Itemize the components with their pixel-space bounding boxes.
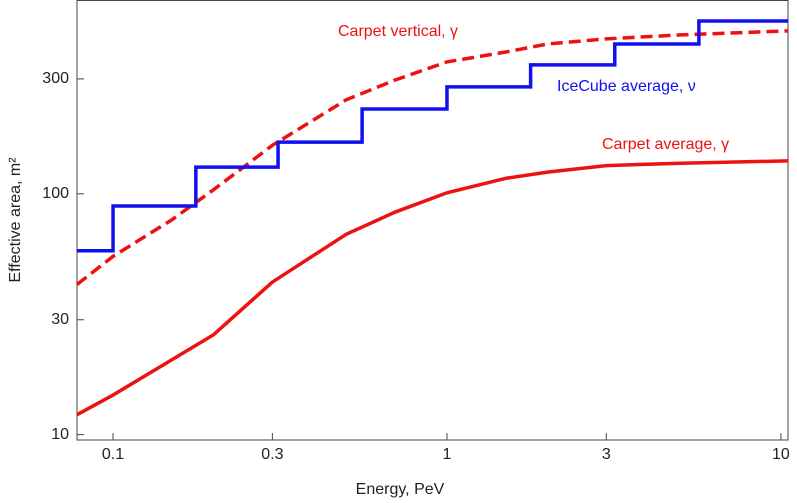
series-line: [75, 29, 789, 286]
series-line: [77, 19, 788, 253]
y-tick-label: 10: [51, 426, 69, 443]
x-tick-label: 1: [443, 446, 452, 463]
series-label: IceCube average, ν: [557, 78, 696, 95]
plot-frame: [76, 0, 789, 441]
series-line: [76, 159, 789, 417]
series-label: Carpet average, γ: [602, 136, 729, 153]
y-tick-label: 100: [42, 185, 69, 202]
x-tick-label: 0.1: [102, 446, 124, 463]
x-tick-label: 0.3: [261, 446, 283, 463]
y-axis-title: Effective area, m²: [7, 157, 24, 283]
x-axis-title: Energy, PeV: [356, 481, 445, 498]
x-tick-label: 10: [772, 446, 790, 463]
series-label: Carpet vertical, γ: [338, 23, 458, 40]
y-tick-label: 300: [42, 70, 69, 87]
x-tick-label: 3: [602, 446, 611, 463]
y-tick-label: 30: [51, 311, 69, 328]
